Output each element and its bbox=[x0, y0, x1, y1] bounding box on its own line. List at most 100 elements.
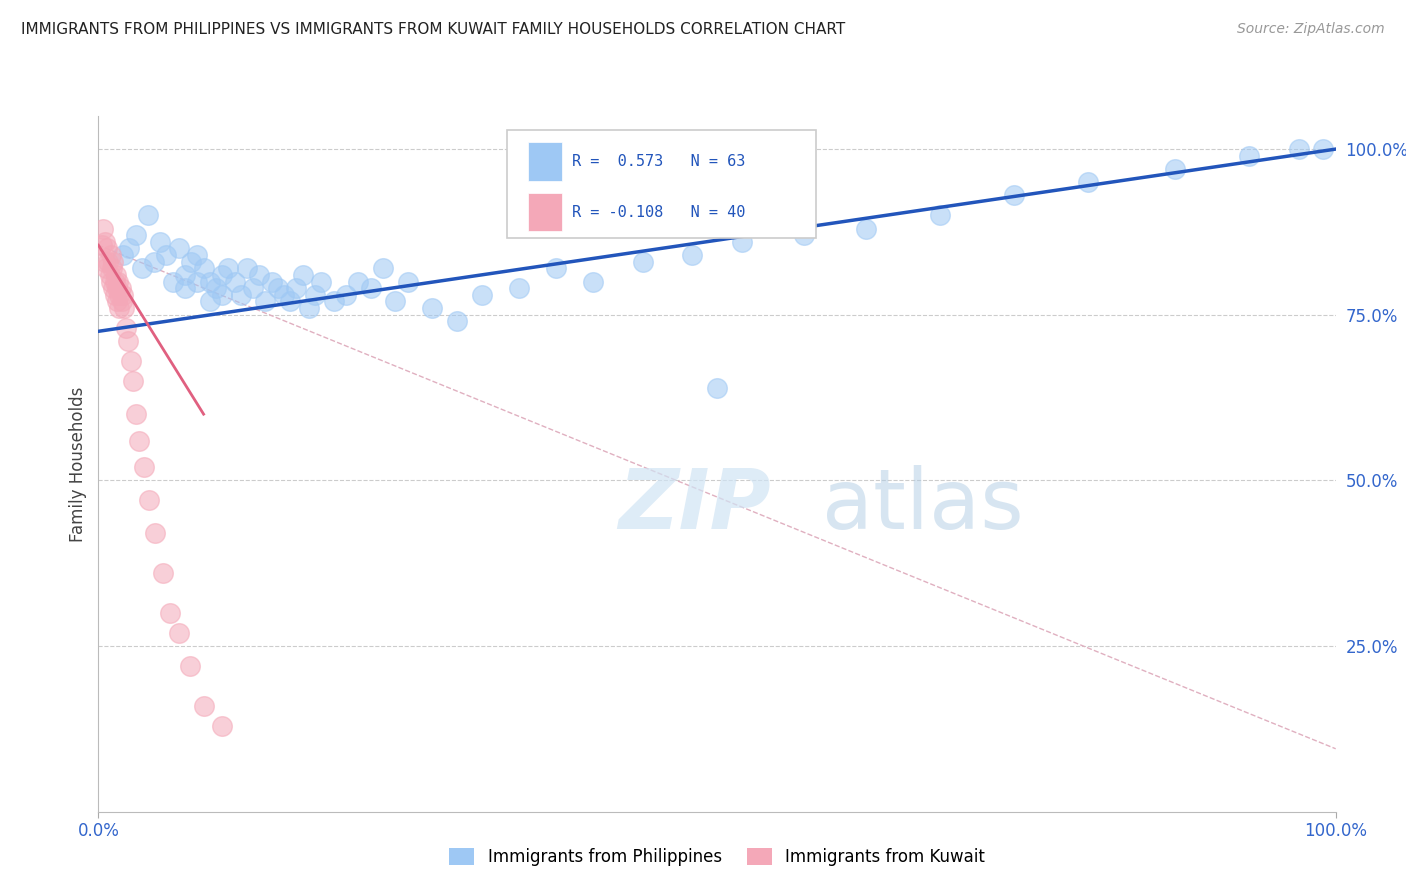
Point bbox=[396, 275, 419, 289]
FancyBboxPatch shape bbox=[506, 130, 815, 238]
Legend: Immigrants from Philippines, Immigrants from Kuwait: Immigrants from Philippines, Immigrants … bbox=[443, 841, 991, 873]
Point bbox=[108, 301, 131, 315]
Point bbox=[631, 254, 654, 268]
Point bbox=[285, 281, 308, 295]
Point bbox=[136, 208, 159, 222]
Point bbox=[309, 275, 332, 289]
Point bbox=[174, 281, 197, 295]
Point bbox=[112, 301, 135, 315]
Point bbox=[186, 275, 208, 289]
Point bbox=[101, 261, 124, 276]
Point bbox=[360, 281, 382, 295]
Point bbox=[93, 221, 115, 235]
Point bbox=[143, 254, 166, 268]
Point bbox=[706, 381, 728, 395]
Point bbox=[508, 281, 530, 295]
Text: atlas: atlas bbox=[823, 465, 1024, 546]
Point bbox=[205, 281, 228, 295]
Point bbox=[134, 460, 156, 475]
Point bbox=[198, 294, 221, 309]
Point bbox=[1288, 142, 1310, 156]
Bar bbox=[527, 193, 562, 231]
Point bbox=[217, 261, 239, 276]
Point bbox=[211, 718, 233, 732]
Point bbox=[422, 301, 444, 315]
Point bbox=[117, 334, 139, 349]
Point bbox=[112, 288, 135, 302]
Point bbox=[149, 235, 172, 249]
Point bbox=[267, 281, 290, 295]
Point bbox=[120, 354, 142, 368]
Y-axis label: Family Households: Family Households bbox=[69, 386, 87, 541]
Point bbox=[681, 248, 703, 262]
Bar bbox=[527, 143, 562, 181]
Point bbox=[152, 566, 174, 581]
Point bbox=[224, 275, 246, 289]
Point bbox=[278, 294, 301, 309]
Text: ZIP: ZIP bbox=[619, 465, 770, 546]
Point bbox=[93, 235, 115, 249]
Point bbox=[131, 261, 153, 276]
Point bbox=[928, 208, 950, 222]
Point bbox=[108, 288, 131, 302]
Point bbox=[1077, 175, 1099, 189]
Point bbox=[167, 625, 190, 640]
Point bbox=[112, 248, 135, 262]
Point bbox=[103, 281, 125, 295]
Point bbox=[105, 281, 128, 295]
Point bbox=[96, 242, 118, 256]
Point bbox=[110, 281, 132, 295]
Point bbox=[91, 238, 114, 252]
Point bbox=[103, 275, 125, 289]
Point bbox=[193, 261, 215, 276]
Point bbox=[546, 261, 568, 276]
Text: IMMIGRANTS FROM PHILIPPINES VS IMMIGRANTS FROM KUWAIT FAMILY HOUSEHOLDS CORRELAT: IMMIGRANTS FROM PHILIPPINES VS IMMIGRANT… bbox=[21, 22, 845, 37]
Point bbox=[103, 254, 125, 268]
Point bbox=[118, 242, 141, 256]
Point bbox=[304, 288, 326, 302]
Point bbox=[371, 261, 394, 276]
Point bbox=[94, 261, 117, 276]
Point bbox=[1237, 149, 1260, 163]
Point bbox=[211, 288, 233, 302]
Point bbox=[446, 314, 468, 328]
Point bbox=[143, 526, 166, 541]
Point bbox=[211, 268, 233, 282]
Point bbox=[97, 254, 120, 268]
Point bbox=[1312, 142, 1334, 156]
Point bbox=[322, 294, 344, 309]
Point bbox=[193, 698, 215, 713]
Point bbox=[174, 268, 197, 282]
Point bbox=[254, 294, 277, 309]
Point bbox=[100, 275, 122, 289]
Point bbox=[162, 275, 184, 289]
Point bbox=[114, 321, 136, 335]
Point bbox=[291, 268, 314, 282]
Point bbox=[1002, 188, 1025, 202]
Point bbox=[111, 294, 134, 309]
Point bbox=[167, 242, 190, 256]
Point bbox=[731, 235, 754, 249]
Point bbox=[155, 248, 177, 262]
Point bbox=[122, 374, 145, 388]
Point bbox=[335, 288, 357, 302]
Point bbox=[180, 254, 202, 268]
Point bbox=[582, 275, 605, 289]
Point bbox=[186, 248, 208, 262]
Point bbox=[855, 221, 877, 235]
Point bbox=[471, 288, 494, 302]
Point bbox=[103, 288, 125, 302]
Point bbox=[198, 275, 221, 289]
Point bbox=[347, 275, 370, 289]
Point bbox=[159, 606, 181, 620]
Text: R = -0.108   N = 40: R = -0.108 N = 40 bbox=[572, 204, 745, 219]
Point bbox=[105, 294, 128, 309]
Point bbox=[104, 268, 127, 282]
Point bbox=[124, 228, 146, 243]
Point bbox=[93, 254, 115, 268]
Point bbox=[260, 275, 283, 289]
Point bbox=[100, 248, 122, 262]
Text: R =  0.573   N = 63: R = 0.573 N = 63 bbox=[572, 154, 745, 169]
Point bbox=[98, 268, 121, 282]
Text: Source: ZipAtlas.com: Source: ZipAtlas.com bbox=[1237, 22, 1385, 37]
